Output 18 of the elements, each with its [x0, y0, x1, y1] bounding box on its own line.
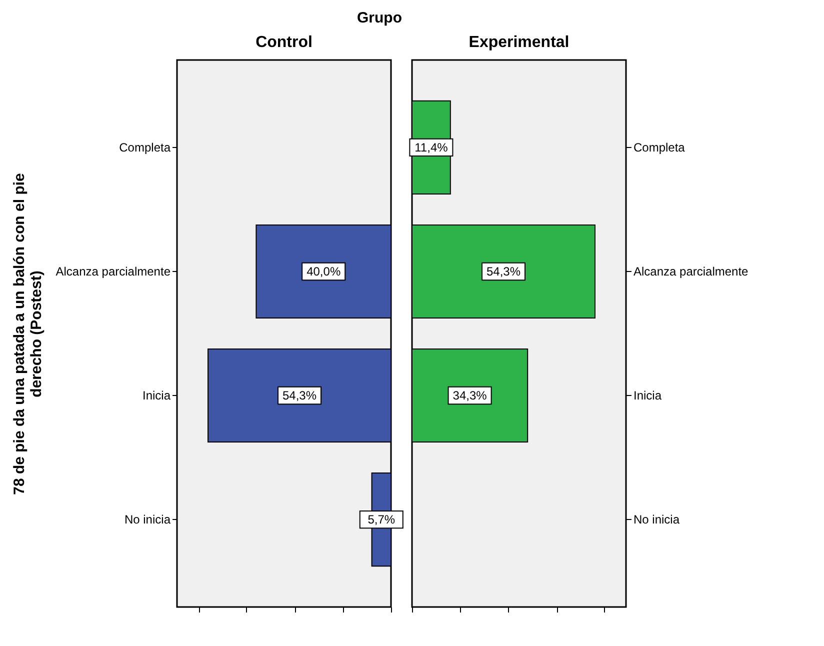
data-label: 34,3%: [452, 388, 488, 403]
y-tick-label: Alcanza parcialmente: [634, 264, 749, 278]
data-label: 54,3%: [282, 388, 317, 403]
data-label: 11,4%: [414, 140, 448, 154]
chart-title: Control: [256, 34, 312, 51]
y-tick-label: Completa: [634, 140, 686, 154]
data-label: 40,0%: [306, 264, 341, 278]
y-tick-label: No inicia: [634, 512, 680, 527]
y-tick-label: Completa: [119, 140, 171, 154]
y-axis-title: 78 de pie da una patada a un balón con el pie derecho (Postest): [10, 173, 45, 495]
data-label: 5,7%: [368, 512, 396, 527]
y-tick-label: Inicia: [142, 388, 171, 403]
y-tick-label: Alcanza parcialmente: [56, 264, 171, 278]
text: Grupo: [357, 9, 402, 26]
data-label: 54,3%: [486, 264, 521, 278]
chart-title: Experimental: [468, 34, 570, 51]
y-tick-label: Inicia: [634, 388, 662, 403]
y-tick-label: No inicia: [124, 512, 171, 527]
